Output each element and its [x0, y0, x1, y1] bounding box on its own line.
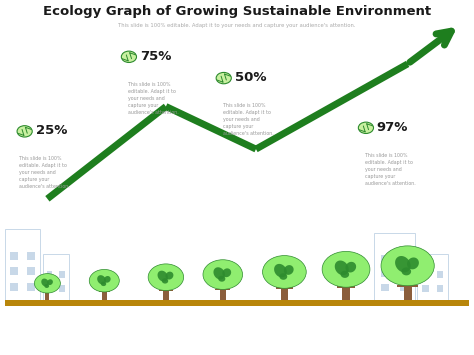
Polygon shape	[401, 267, 411, 275]
Circle shape	[263, 256, 306, 288]
Circle shape	[35, 274, 60, 293]
FancyBboxPatch shape	[102, 291, 107, 300]
FancyBboxPatch shape	[400, 269, 409, 277]
Polygon shape	[335, 261, 349, 275]
FancyBboxPatch shape	[220, 289, 226, 300]
Polygon shape	[162, 278, 168, 284]
FancyBboxPatch shape	[215, 289, 230, 290]
Polygon shape	[340, 271, 349, 278]
FancyBboxPatch shape	[59, 272, 65, 278]
FancyBboxPatch shape	[437, 285, 443, 292]
Polygon shape	[47, 279, 53, 285]
Circle shape	[358, 122, 374, 133]
FancyBboxPatch shape	[400, 284, 409, 291]
Polygon shape	[274, 264, 287, 277]
Circle shape	[216, 72, 231, 84]
FancyBboxPatch shape	[27, 252, 35, 260]
FancyBboxPatch shape	[422, 272, 428, 278]
Text: 25%: 25%	[36, 124, 67, 137]
Polygon shape	[165, 272, 173, 279]
Polygon shape	[41, 279, 49, 286]
FancyBboxPatch shape	[43, 293, 52, 294]
FancyBboxPatch shape	[46, 293, 49, 300]
FancyBboxPatch shape	[10, 252, 18, 260]
FancyBboxPatch shape	[398, 285, 418, 287]
FancyBboxPatch shape	[337, 286, 355, 288]
FancyBboxPatch shape	[159, 290, 173, 291]
Polygon shape	[407, 257, 419, 269]
Polygon shape	[284, 265, 293, 275]
Circle shape	[148, 264, 183, 290]
Polygon shape	[218, 276, 225, 282]
Polygon shape	[97, 275, 106, 284]
Circle shape	[381, 246, 434, 286]
Text: This slide is 100%
editable. Adapt it to
your needs and
capture your
audience's : This slide is 100% editable. Adapt it to…	[19, 156, 70, 189]
FancyBboxPatch shape	[99, 291, 110, 293]
FancyBboxPatch shape	[381, 269, 389, 277]
FancyBboxPatch shape	[276, 288, 293, 289]
Polygon shape	[222, 268, 231, 277]
FancyBboxPatch shape	[281, 288, 288, 300]
FancyBboxPatch shape	[342, 286, 350, 300]
FancyBboxPatch shape	[5, 300, 469, 306]
Polygon shape	[395, 256, 410, 272]
Text: This slide is 100%
editable. Adapt it to
your needs and
capture your
audience's : This slide is 100% editable. Adapt it to…	[128, 82, 179, 115]
Polygon shape	[213, 267, 225, 279]
Text: Ecology Graph of Growing Sustainable Environment: Ecology Graph of Growing Sustainable Env…	[43, 5, 431, 18]
Polygon shape	[157, 271, 168, 282]
Text: This slide is 100%
editable. Adapt it to
your needs and
capture your
audience's : This slide is 100% editable. Adapt it to…	[223, 103, 273, 136]
FancyBboxPatch shape	[46, 272, 52, 278]
Circle shape	[89, 269, 119, 292]
FancyBboxPatch shape	[163, 290, 169, 300]
Polygon shape	[101, 282, 106, 286]
FancyBboxPatch shape	[403, 285, 412, 300]
Text: 75%: 75%	[140, 50, 171, 62]
FancyBboxPatch shape	[27, 267, 35, 275]
Text: 50%: 50%	[235, 71, 266, 84]
Circle shape	[203, 260, 243, 289]
FancyBboxPatch shape	[10, 267, 18, 275]
Text: This slide is 100%
editable. Adapt it to
your needs and
capture your
audience's : This slide is 100% editable. Adapt it to…	[365, 153, 416, 186]
Polygon shape	[45, 284, 49, 288]
FancyBboxPatch shape	[46, 285, 52, 292]
Polygon shape	[279, 273, 287, 280]
FancyBboxPatch shape	[381, 284, 389, 291]
FancyBboxPatch shape	[10, 283, 18, 291]
Circle shape	[322, 251, 370, 287]
FancyBboxPatch shape	[422, 285, 428, 292]
Polygon shape	[104, 276, 110, 283]
Circle shape	[17, 126, 32, 137]
FancyBboxPatch shape	[400, 255, 409, 262]
FancyBboxPatch shape	[437, 272, 443, 278]
Circle shape	[121, 51, 137, 62]
FancyBboxPatch shape	[27, 283, 35, 291]
Text: This slide is 100% editable. Adapt it to your needs and capture your audience's : This slide is 100% editable. Adapt it to…	[118, 23, 356, 28]
FancyBboxPatch shape	[59, 285, 65, 292]
Text: 97%: 97%	[377, 121, 408, 133]
FancyBboxPatch shape	[381, 255, 389, 262]
Polygon shape	[346, 262, 356, 273]
